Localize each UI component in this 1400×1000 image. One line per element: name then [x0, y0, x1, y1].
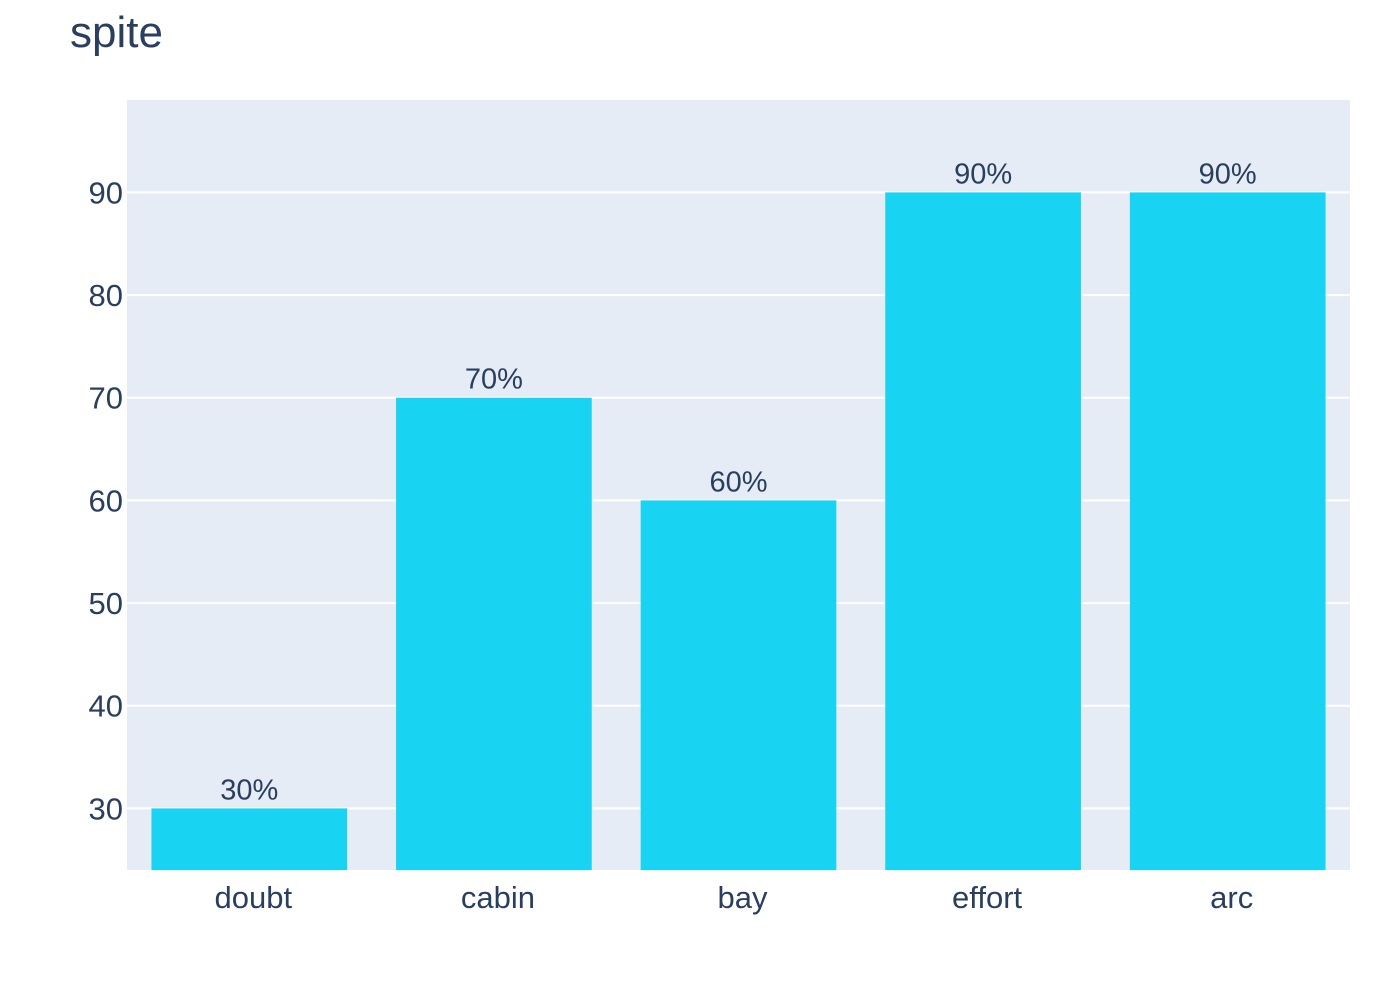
y-tick-label: 90 — [89, 175, 123, 210]
y-tick-label: 30 — [89, 791, 123, 826]
x-tick-label-cabin: cabin — [461, 880, 535, 915]
bar-label-bay: 60% — [709, 466, 767, 498]
x-tick-label-bay: bay — [718, 880, 768, 915]
chart-title: spite — [70, 8, 163, 57]
bar-labels: 30% 70% 60% 90% 90% — [220, 158, 1256, 806]
bar-effort — [885, 192, 1081, 870]
bar-doubt — [151, 808, 348, 870]
y-tick-label: 40 — [89, 689, 123, 724]
x-tick-label-doubt: doubt — [215, 880, 293, 915]
y-axis-ticks: 30 40 50 60 70 80 90 — [89, 175, 123, 826]
bar-arc — [1129, 192, 1326, 870]
x-tick-label-effort: effort — [952, 880, 1022, 915]
y-tick-label: 50 — [89, 586, 123, 621]
bar-label-arc: 90% — [1199, 158, 1257, 190]
bars — [151, 192, 1326, 870]
bar-label-cabin: 70% — [465, 364, 523, 396]
x-axis-ticks: doubt cabin bay effort arc — [215, 880, 1254, 915]
bar-label-doubt: 30% — [220, 774, 278, 806]
y-tick-label: 70 — [89, 381, 123, 416]
bar-label-effort: 90% — [954, 158, 1012, 190]
y-tick-label: 80 — [89, 278, 123, 313]
y-tick-label: 60 — [89, 483, 123, 518]
x-tick-label-arc: arc — [1210, 880, 1253, 915]
bar-cabin — [396, 397, 592, 870]
bar-bay — [640, 500, 837, 870]
